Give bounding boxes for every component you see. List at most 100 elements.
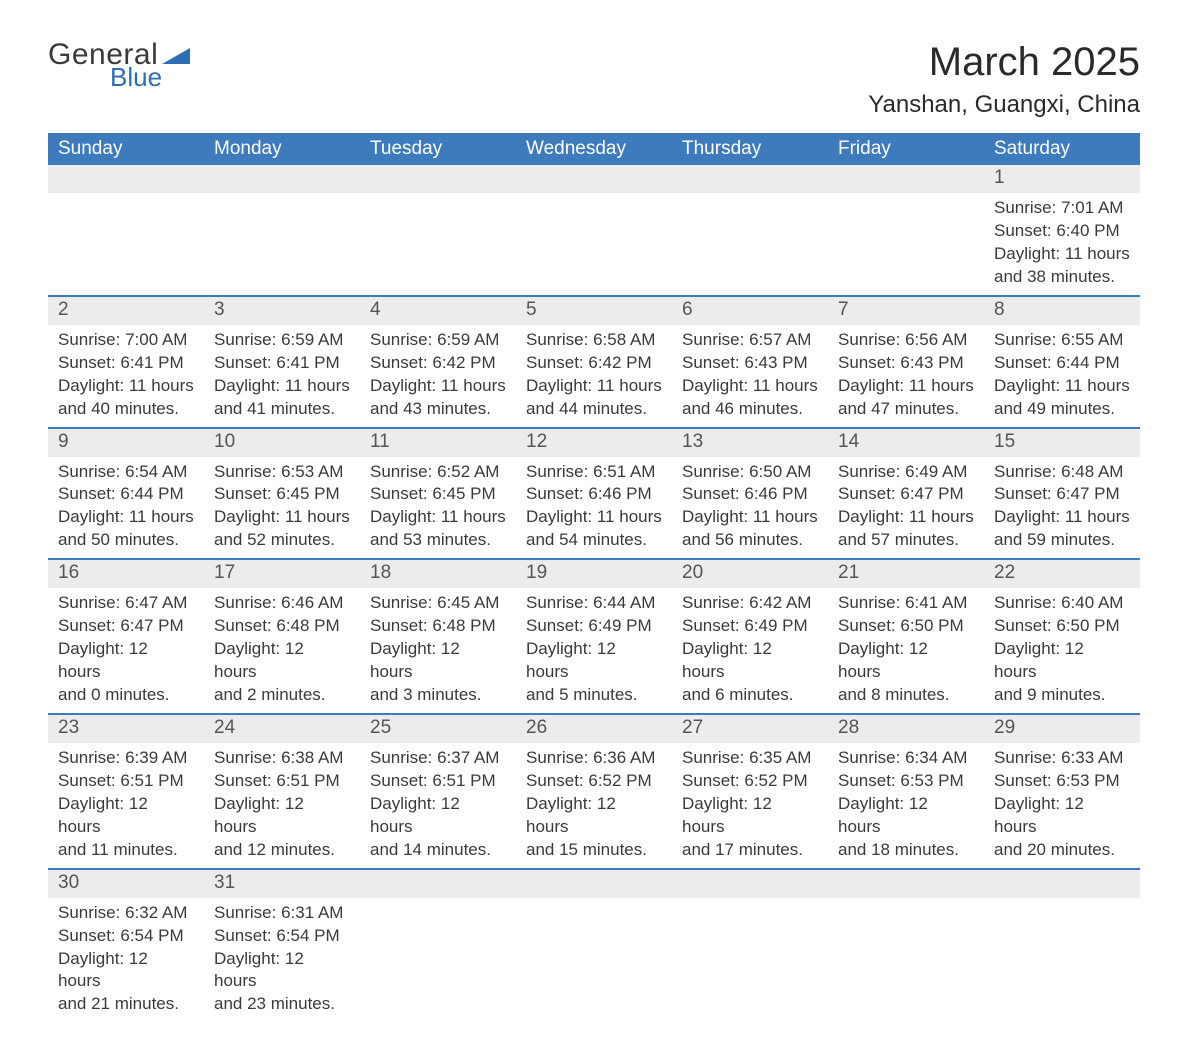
daylight-text-2: and 15 minutes. bbox=[526, 839, 662, 862]
day-detail-cell: Sunrise: 6:36 AMSunset: 6:52 PMDaylight:… bbox=[516, 743, 672, 869]
day-number-cell bbox=[672, 869, 828, 898]
day-detail-cell: Sunrise: 6:46 AMSunset: 6:48 PMDaylight:… bbox=[204, 588, 360, 714]
day-number-cell: 5 bbox=[516, 296, 672, 325]
day-number-cell: 20 bbox=[672, 559, 828, 588]
sunset-text: Sunset: 6:51 PM bbox=[214, 770, 350, 793]
sunset-text: Sunset: 6:43 PM bbox=[682, 352, 818, 375]
weekday-header: Saturday bbox=[984, 133, 1140, 165]
day-detail-cell bbox=[360, 193, 516, 296]
day-detail-cell: Sunrise: 6:33 AMSunset: 6:53 PMDaylight:… bbox=[984, 743, 1140, 869]
sunset-text: Sunset: 6:51 PM bbox=[58, 770, 194, 793]
day-number-cell bbox=[984, 869, 1140, 898]
day-number-cell bbox=[516, 165, 672, 193]
daylight-text-1: Daylight: 12 hours bbox=[214, 638, 350, 684]
daylight-text-2: and 0 minutes. bbox=[58, 684, 194, 707]
daylight-text-1: Daylight: 12 hours bbox=[994, 638, 1130, 684]
day-number-cell: 23 bbox=[48, 714, 204, 743]
daylight-text-1: Daylight: 12 hours bbox=[682, 793, 818, 839]
day-detail-row: Sunrise: 6:47 AMSunset: 6:47 PMDaylight:… bbox=[48, 588, 1140, 714]
weekday-header: Wednesday bbox=[516, 133, 672, 165]
daylight-text-1: Daylight: 11 hours bbox=[58, 375, 194, 398]
day-detail-cell bbox=[828, 898, 984, 1023]
sunset-text: Sunset: 6:51 PM bbox=[370, 770, 506, 793]
sunrise-text: Sunrise: 6:41 AM bbox=[838, 592, 974, 615]
day-detail-cell: Sunrise: 6:47 AMSunset: 6:47 PMDaylight:… bbox=[48, 588, 204, 714]
weekday-header: Friday bbox=[828, 133, 984, 165]
daylight-text-1: Daylight: 12 hours bbox=[526, 638, 662, 684]
sunrise-text: Sunrise: 6:51 AM bbox=[526, 461, 662, 484]
day-detail-cell bbox=[672, 898, 828, 1023]
day-number-cell: 18 bbox=[360, 559, 516, 588]
day-detail-cell bbox=[516, 193, 672, 296]
weekday-header: Tuesday bbox=[360, 133, 516, 165]
day-detail-row: Sunrise: 6:39 AMSunset: 6:51 PMDaylight:… bbox=[48, 743, 1140, 869]
day-detail-cell: Sunrise: 6:48 AMSunset: 6:47 PMDaylight:… bbox=[984, 457, 1140, 560]
daylight-text-2: and 6 minutes. bbox=[682, 684, 818, 707]
daylight-text-2: and 2 minutes. bbox=[214, 684, 350, 707]
daylight-text-1: Daylight: 12 hours bbox=[58, 948, 194, 994]
daylight-text-2: and 14 minutes. bbox=[370, 839, 506, 862]
day-number-row: 9101112131415 bbox=[48, 428, 1140, 457]
day-number-cell bbox=[516, 869, 672, 898]
sunset-text: Sunset: 6:41 PM bbox=[214, 352, 350, 375]
sunrise-text: Sunrise: 6:48 AM bbox=[994, 461, 1130, 484]
day-detail-cell bbox=[516, 898, 672, 1023]
daylight-text-1: Daylight: 11 hours bbox=[994, 243, 1130, 266]
day-number-row: 23242526272829 bbox=[48, 714, 1140, 743]
daylight-text-1: Daylight: 11 hours bbox=[838, 506, 974, 529]
sunrise-text: Sunrise: 6:39 AM bbox=[58, 747, 194, 770]
day-detail-cell: Sunrise: 6:50 AMSunset: 6:46 PMDaylight:… bbox=[672, 457, 828, 560]
day-detail-cell: Sunrise: 6:31 AMSunset: 6:54 PMDaylight:… bbox=[204, 898, 360, 1023]
day-detail-row: Sunrise: 7:01 AMSunset: 6:40 PMDaylight:… bbox=[48, 193, 1140, 296]
day-number-cell: 12 bbox=[516, 428, 672, 457]
daylight-text-1: Daylight: 12 hours bbox=[214, 948, 350, 994]
daylight-text-1: Daylight: 11 hours bbox=[838, 375, 974, 398]
sunrise-text: Sunrise: 6:54 AM bbox=[58, 461, 194, 484]
daylight-text-1: Daylight: 12 hours bbox=[994, 793, 1130, 839]
daylight-text-2: and 21 minutes. bbox=[58, 993, 194, 1016]
sunset-text: Sunset: 6:44 PM bbox=[58, 483, 194, 506]
day-number-cell bbox=[204, 165, 360, 193]
day-number-cell: 9 bbox=[48, 428, 204, 457]
day-number-row: 1 bbox=[48, 165, 1140, 193]
sunset-text: Sunset: 6:54 PM bbox=[58, 925, 194, 948]
sunrise-text: Sunrise: 6:59 AM bbox=[214, 329, 350, 352]
daylight-text-2: and 12 minutes. bbox=[214, 839, 350, 862]
sunrise-text: Sunrise: 7:01 AM bbox=[994, 197, 1130, 220]
daylight-text-1: Daylight: 11 hours bbox=[994, 506, 1130, 529]
daylight-text-1: Daylight: 11 hours bbox=[58, 506, 194, 529]
day-number-cell: 8 bbox=[984, 296, 1140, 325]
sunset-text: Sunset: 6:42 PM bbox=[370, 352, 506, 375]
daylight-text-2: and 46 minutes. bbox=[682, 398, 818, 421]
daylight-text-2: and 47 minutes. bbox=[838, 398, 974, 421]
day-number-cell bbox=[48, 165, 204, 193]
day-detail-cell: Sunrise: 6:34 AMSunset: 6:53 PMDaylight:… bbox=[828, 743, 984, 869]
day-number-cell: 17 bbox=[204, 559, 360, 588]
daylight-text-2: and 23 minutes. bbox=[214, 993, 350, 1016]
daylight-text-2: and 53 minutes. bbox=[370, 529, 506, 552]
daylight-text-2: and 54 minutes. bbox=[526, 529, 662, 552]
sunrise-text: Sunrise: 6:38 AM bbox=[214, 747, 350, 770]
sunrise-text: Sunrise: 6:58 AM bbox=[526, 329, 662, 352]
daylight-text-1: Daylight: 11 hours bbox=[370, 375, 506, 398]
day-number-cell bbox=[828, 165, 984, 193]
day-number-cell: 4 bbox=[360, 296, 516, 325]
daylight-text-1: Daylight: 11 hours bbox=[526, 506, 662, 529]
sunrise-text: Sunrise: 6:45 AM bbox=[370, 592, 506, 615]
day-number-cell bbox=[672, 165, 828, 193]
sunset-text: Sunset: 6:50 PM bbox=[994, 615, 1130, 638]
day-number-cell: 10 bbox=[204, 428, 360, 457]
header: General Blue March 2025 Yanshan, Guangxi… bbox=[48, 40, 1140, 119]
daylight-text-2: and 50 minutes. bbox=[58, 529, 194, 552]
daylight-text-2: and 59 minutes. bbox=[994, 529, 1130, 552]
day-number-row: 2345678 bbox=[48, 296, 1140, 325]
day-detail-cell: Sunrise: 6:52 AMSunset: 6:45 PMDaylight:… bbox=[360, 457, 516, 560]
sunset-text: Sunset: 6:40 PM bbox=[994, 220, 1130, 243]
daylight-text-2: and 9 minutes. bbox=[994, 684, 1130, 707]
sunset-text: Sunset: 6:49 PM bbox=[526, 615, 662, 638]
daylight-text-1: Daylight: 11 hours bbox=[370, 506, 506, 529]
day-number-cell: 27 bbox=[672, 714, 828, 743]
sunrise-text: Sunrise: 6:35 AM bbox=[682, 747, 818, 770]
weekday-header-row: Sunday Monday Tuesday Wednesday Thursday… bbox=[48, 133, 1140, 165]
daylight-text-2: and 5 minutes. bbox=[526, 684, 662, 707]
